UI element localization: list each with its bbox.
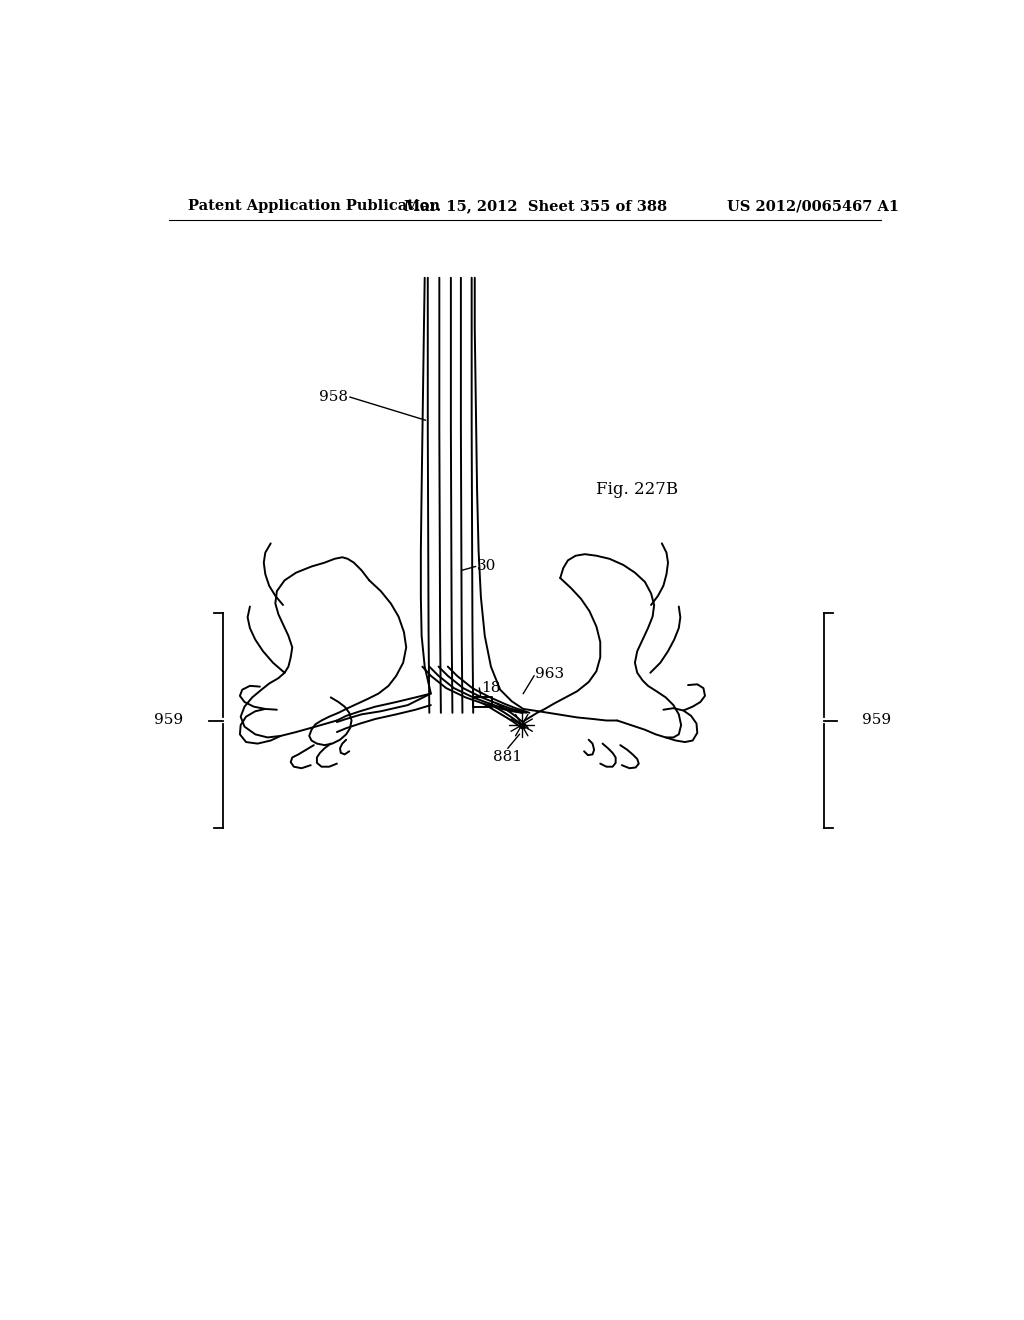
Text: 18: 18 <box>481 681 501 696</box>
Text: Patent Application Publication: Patent Application Publication <box>188 199 440 213</box>
Text: 30: 30 <box>477 560 497 573</box>
Text: 958: 958 <box>318 391 348 404</box>
Text: 959: 959 <box>862 714 891 727</box>
Text: US 2012/0065467 A1: US 2012/0065467 A1 <box>727 199 899 213</box>
Text: Mar. 15, 2012  Sheet 355 of 388: Mar. 15, 2012 Sheet 355 of 388 <box>403 199 667 213</box>
Text: 881: 881 <box>494 750 522 764</box>
Text: Fig. 227B: Fig. 227B <box>596 480 679 498</box>
Text: 963: 963 <box>535 668 564 681</box>
Text: 959: 959 <box>154 714 183 727</box>
